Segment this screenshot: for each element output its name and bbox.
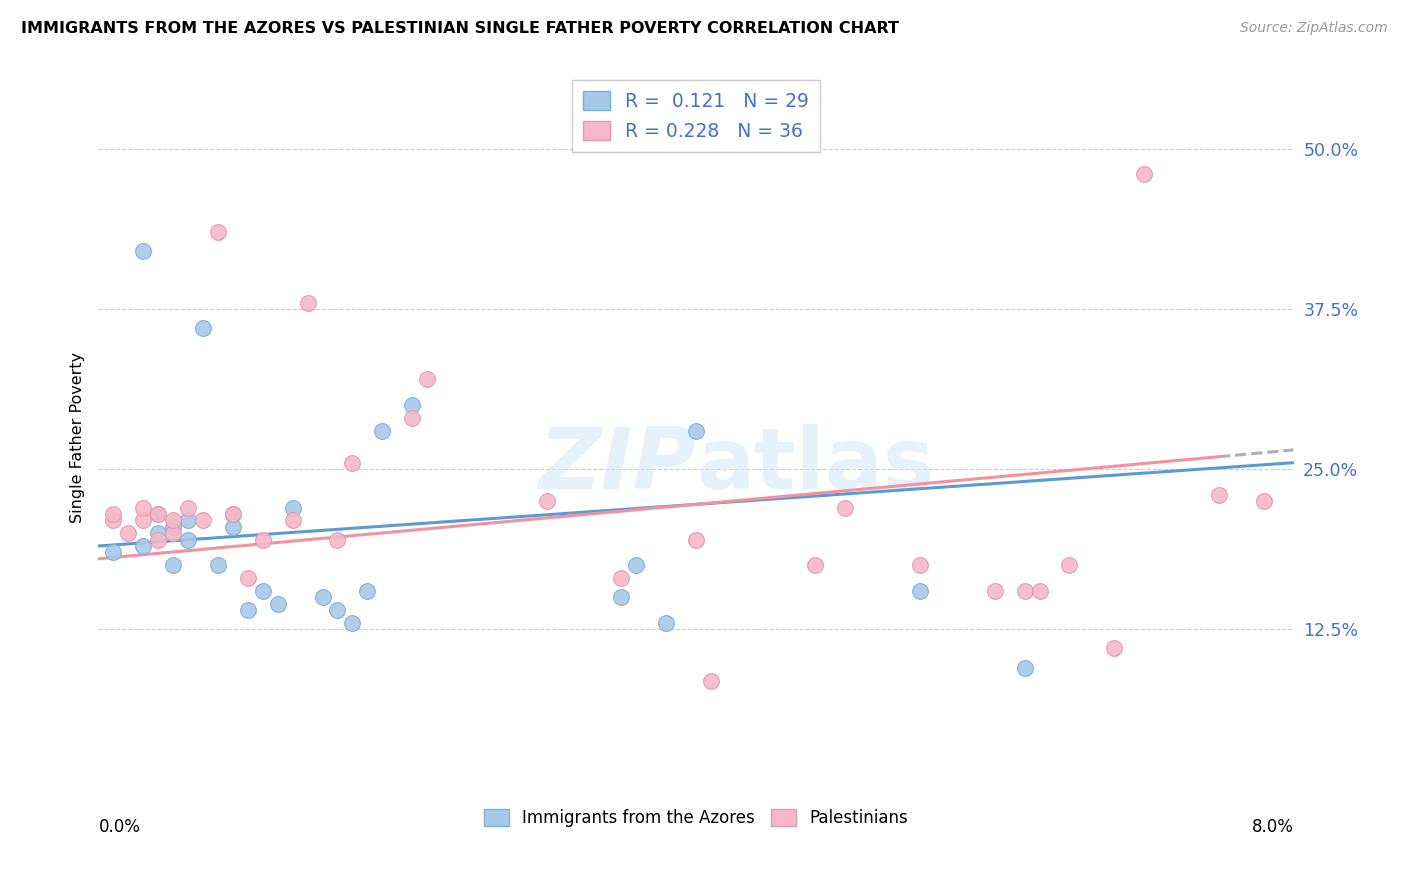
Point	[326, 603, 349, 617]
Point	[148, 507, 170, 521]
Point	[148, 507, 170, 521]
Point	[908, 583, 931, 598]
Point	[207, 225, 229, 239]
Legend: Immigrants from the Azores, Palestinians: Immigrants from the Azores, Palestinians	[477, 803, 915, 834]
Y-axis label: Single Father Poverty: Single Father Poverty	[69, 351, 84, 523]
Point	[371, 424, 394, 438]
Point	[984, 583, 1007, 598]
Point	[342, 456, 364, 470]
Point	[297, 295, 319, 310]
Point	[626, 558, 648, 573]
Point	[162, 520, 184, 534]
Point	[103, 513, 125, 527]
Point	[536, 494, 558, 508]
Point	[117, 526, 139, 541]
Point	[804, 558, 827, 573]
Point	[252, 533, 274, 547]
Point	[1059, 558, 1081, 573]
Text: ZIP: ZIP	[538, 424, 696, 507]
Point	[655, 615, 678, 630]
Point	[236, 571, 259, 585]
Text: 8.0%: 8.0%	[1251, 818, 1294, 836]
Point	[222, 507, 245, 521]
Point	[401, 410, 423, 425]
Point	[148, 533, 170, 547]
Point	[401, 398, 423, 412]
Point	[132, 539, 155, 553]
Point	[1014, 661, 1036, 675]
Point	[103, 507, 125, 521]
Point	[103, 545, 125, 559]
Text: atlas: atlas	[696, 424, 934, 507]
Point	[326, 533, 349, 547]
Point	[222, 507, 245, 521]
Point	[177, 533, 200, 547]
Point	[1104, 641, 1126, 656]
Point	[1028, 583, 1050, 598]
Point	[177, 513, 200, 527]
Point	[685, 533, 707, 547]
Point	[1014, 583, 1036, 598]
Point	[685, 424, 707, 438]
Point	[148, 526, 170, 541]
Point	[1133, 168, 1156, 182]
Text: 0.0%: 0.0%	[98, 818, 141, 836]
Point	[132, 513, 155, 527]
Point	[222, 520, 245, 534]
Point	[191, 513, 214, 527]
Point	[700, 673, 723, 688]
Point	[834, 500, 856, 515]
Point	[236, 603, 259, 617]
Point	[132, 244, 155, 259]
Point	[416, 372, 439, 386]
Point	[610, 571, 633, 585]
Point	[191, 321, 214, 335]
Point	[908, 558, 931, 573]
Point	[311, 591, 333, 605]
Point	[281, 500, 304, 515]
Point	[132, 500, 155, 515]
Point	[252, 583, 274, 598]
Point	[356, 583, 378, 598]
Point	[342, 615, 364, 630]
Point	[207, 558, 229, 573]
Point	[610, 591, 633, 605]
Point	[1208, 488, 1230, 502]
Point	[162, 558, 184, 573]
Point	[267, 597, 290, 611]
Point	[162, 526, 184, 541]
Point	[281, 513, 304, 527]
Text: IMMIGRANTS FROM THE AZORES VS PALESTINIAN SINGLE FATHER POVERTY CORRELATION CHAR: IMMIGRANTS FROM THE AZORES VS PALESTINIA…	[21, 21, 898, 36]
Point	[162, 513, 184, 527]
Point	[177, 500, 200, 515]
Text: Source: ZipAtlas.com: Source: ZipAtlas.com	[1240, 21, 1388, 35]
Point	[1253, 494, 1275, 508]
